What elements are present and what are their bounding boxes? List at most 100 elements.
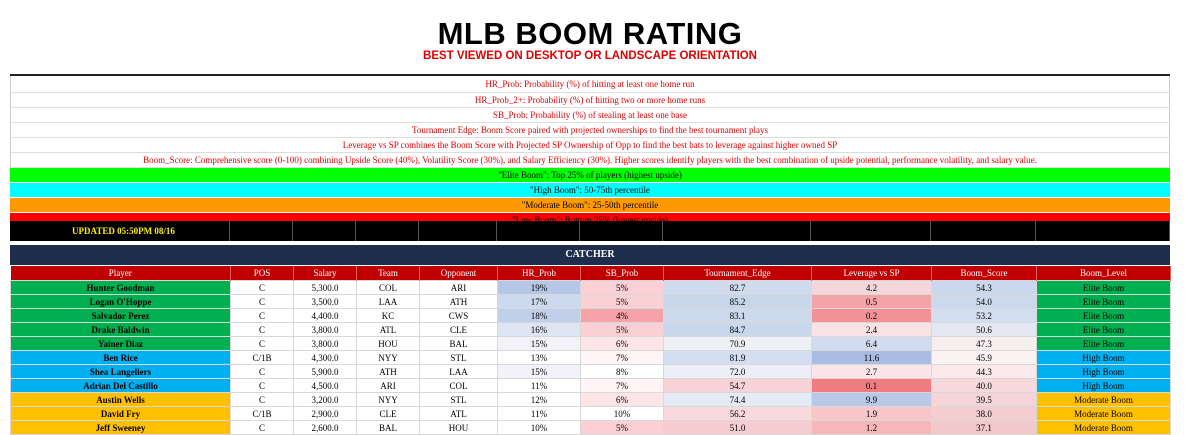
tournament-edge-cell: 81.9 xyxy=(663,350,812,365)
sb-prob-cell: 7% xyxy=(580,378,664,393)
team-cell: LAA xyxy=(356,294,420,309)
legend-box: HR_Prob: Probability (%) of hitting at l… xyxy=(10,74,1170,228)
leverage-cell: 6.4 xyxy=(811,336,932,351)
legend-definition: Tournament Edge: Boom Score paired with … xyxy=(10,123,1170,138)
sb-prob-cell: 5% xyxy=(580,322,664,337)
player-cell: Ben Rice xyxy=(10,350,231,365)
column-header[interactable]: HR_Prob xyxy=(497,266,581,281)
tournament-edge-cell: 54.7 xyxy=(663,378,812,393)
salary-cell: 3,500.0 xyxy=(293,294,357,309)
pos-cell: C/1B xyxy=(230,406,294,421)
tournament-edge-cell: 82.7 xyxy=(663,280,812,295)
leverage-cell: 9.9 xyxy=(811,392,932,407)
player-cell: Salvador Perez xyxy=(10,308,231,323)
column-header[interactable]: POS xyxy=(230,266,294,281)
page-title: MLB BOOM RATING xyxy=(437,16,743,51)
hr-prob-cell: 16% xyxy=(497,322,581,337)
boom-score-cell: 54.0 xyxy=(931,294,1037,309)
table-row: Ben Rice C/1B 4,300.0 NYY STL 13% 7% 81.9 11.6 45… xyxy=(10,350,1171,365)
player-cell: Hunter Goodman xyxy=(10,280,231,295)
opponent-cell: HOU xyxy=(419,420,498,435)
player-cell: David Fry xyxy=(10,406,231,421)
hr-prob-cell: 17% xyxy=(497,294,581,309)
leverage-cell: 1.2 xyxy=(811,420,932,435)
boom-level-cell: Moderate Boom xyxy=(1036,392,1171,407)
boom-score-cell: 38.0 xyxy=(931,406,1037,421)
salary-cell: 2,900.0 xyxy=(293,406,357,421)
opponent-cell: BAL xyxy=(419,336,498,351)
salary-cell: 3,800.0 xyxy=(293,322,357,337)
hr-prob-cell: 11% xyxy=(497,406,581,421)
pos-cell: C xyxy=(230,308,294,323)
column-header[interactable]: Tournament_Edge xyxy=(663,266,812,281)
opponent-cell: ATH xyxy=(419,294,498,309)
opponent-cell: LAA xyxy=(419,364,498,379)
leverage-cell: 0.5 xyxy=(811,294,932,309)
hr-prob-cell: 12% xyxy=(497,392,581,407)
pos-cell: C xyxy=(230,420,294,435)
boom-score-cell: 54.3 xyxy=(931,280,1037,295)
team-cell: KC xyxy=(356,308,420,323)
table-row: Jeff Sweeney C 2,600.0 BAL HOU 10% 5% 51.0 1.2 37… xyxy=(10,420,1171,435)
pos-cell: C xyxy=(230,322,294,337)
opponent-cell: ATL xyxy=(419,406,498,421)
boom-score-cell: 37.1 xyxy=(931,420,1037,435)
boom-level-cell: Elite Boom xyxy=(1036,294,1171,309)
opponent-cell: STL xyxy=(419,350,498,365)
column-header[interactable]: Boom_Score xyxy=(931,266,1037,281)
team-cell: BAL xyxy=(356,420,420,435)
legend-definition: HR_Prob_2+: Probability (%) of hitting t… xyxy=(10,93,1170,108)
table-row: Drake Baldwin C 3,800.0 ATL CLE 16% 5% 84.7 2.4 5… xyxy=(10,322,1171,337)
tournament-edge-cell: 56.2 xyxy=(663,406,812,421)
page-subtitle: BEST VIEWED ON DESKTOP OR LANDSCAPE ORIE… xyxy=(423,50,757,62)
boom-level-cell: High Boom xyxy=(1036,378,1171,393)
salary-cell: 2,600.0 xyxy=(293,420,357,435)
hr-prob-cell: 10% xyxy=(497,420,581,435)
tier-moderate: "Moderate Boom": 25-50th percentile xyxy=(10,198,1170,213)
sb-prob-cell: 6% xyxy=(580,392,664,407)
boom-score-cell: 44.3 xyxy=(931,364,1037,379)
column-header[interactable]: Team xyxy=(356,266,420,281)
table-row: David Fry C/1B 2,900.0 CLE ATL 11% 10% 56.2 1.9 3… xyxy=(10,406,1171,421)
column-header[interactable]: Leverage vs SP xyxy=(811,266,932,281)
tournament-edge-cell: 72.0 xyxy=(663,364,812,379)
column-header[interactable]: SB_Prob xyxy=(580,266,664,281)
player-cell: Shea Langeliers xyxy=(10,364,231,379)
player-cell: Yainer Diaz xyxy=(10,336,231,351)
player-cell: Logan O'Hoppe xyxy=(10,294,231,309)
leverage-cell: 11.6 xyxy=(811,350,932,365)
player-cell: Austin Wells xyxy=(10,392,231,407)
updated-timestamp: UPDATED 05:50PM 08/16 xyxy=(10,221,230,241)
players-table: Player POS Salary Team Opponent HR_Prob SB_Pro… xyxy=(10,266,1171,435)
hr-prob-cell: 19% xyxy=(497,280,581,295)
leverage-cell: 0.1 xyxy=(811,378,932,393)
salary-cell: 4,300.0 xyxy=(293,350,357,365)
column-header[interactable]: Boom_Level xyxy=(1036,266,1171,281)
sb-prob-cell: 4% xyxy=(580,308,664,323)
pos-cell: C xyxy=(230,378,294,393)
player-cell: Adrian Del Castillo xyxy=(10,378,231,393)
legend-definition: HR_Prob: Probability (%) of hitting at l… xyxy=(10,76,1170,93)
team-cell: CLE xyxy=(356,406,420,421)
pos-cell: C/1B xyxy=(230,350,294,365)
table-row: Logan O'Hoppe C 3,500.0 LAA ATH 17% 5% 85.2 0.5 5… xyxy=(10,294,1171,309)
table-row: Salvador Perez C 4,400.0 KC CWS 18% 4% 83.1 0.2 5… xyxy=(10,308,1171,323)
boom-score-cell: 39.5 xyxy=(931,392,1037,407)
column-header[interactable]: Opponent xyxy=(419,266,498,281)
salary-cell: 4,400.0 xyxy=(293,308,357,323)
pos-cell: C xyxy=(230,294,294,309)
boom-score-cell: 50.6 xyxy=(931,322,1037,337)
column-header[interactable]: Salary xyxy=(293,266,357,281)
opponent-cell: STL xyxy=(419,392,498,407)
opponent-cell: ARI xyxy=(419,280,498,295)
tournament-edge-cell: 84.7 xyxy=(663,322,812,337)
boom-score-cell: 45.9 xyxy=(931,350,1037,365)
boom-score-cell: 53.2 xyxy=(931,308,1037,323)
hr-prob-cell: 15% xyxy=(497,336,581,351)
column-header[interactable]: Player xyxy=(10,266,231,281)
team-cell: ATH xyxy=(356,364,420,379)
boom-level-cell: Moderate Boom xyxy=(1036,406,1171,421)
tournament-edge-cell: 70.9 xyxy=(663,336,812,351)
sb-prob-cell: 6% xyxy=(580,336,664,351)
legend-definition: Boom_Score: Comprehensive score (0-100) … xyxy=(10,153,1170,168)
